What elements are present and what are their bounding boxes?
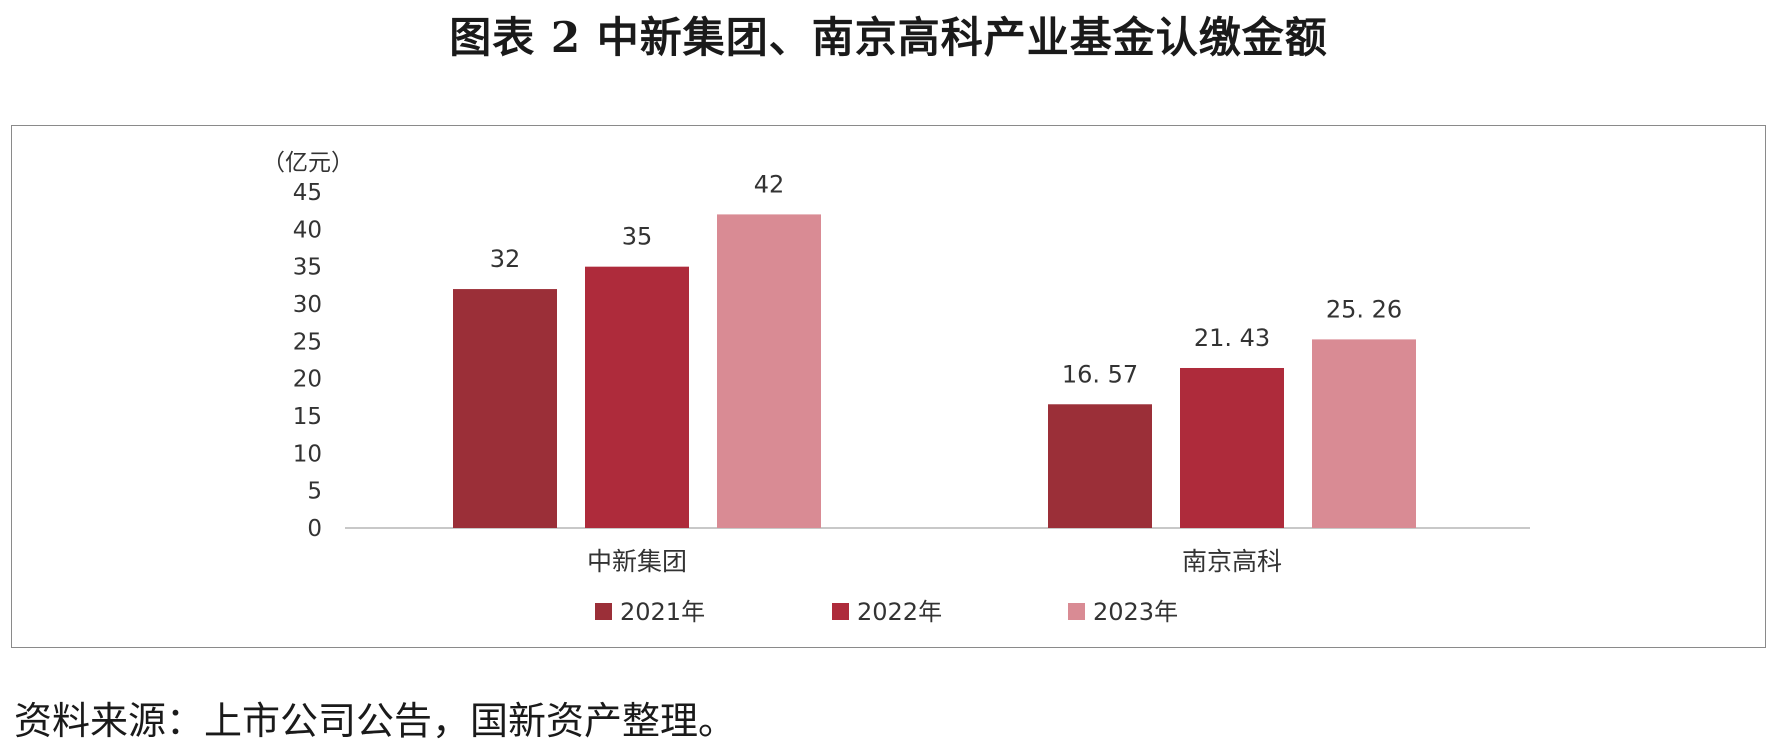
bar-1-3 <box>717 214 821 528</box>
legend-swatch <box>1068 603 1085 620</box>
legend-label: 2021年 <box>620 598 705 626</box>
chart-title: 图表 2 中新集团、南京高科产业基金认缴金额 <box>449 13 1328 62</box>
data-label: 42 <box>754 170 785 198</box>
y-tick-label: 20 <box>293 367 322 393</box>
bar-2-2 <box>1180 367 1284 528</box>
legend-swatch <box>595 603 612 620</box>
x-category-label: 中新集团 <box>587 547 687 576</box>
source-note: 资料来源：上市公司公告，国新资产整理。 <box>14 699 737 743</box>
data-label: 25. 26 <box>1326 295 1402 323</box>
legend-swatch <box>832 603 849 620</box>
bar-1-2 <box>585 266 689 528</box>
y-tick-label: 35 <box>293 255 322 281</box>
y-axis-unit-label: （亿元） <box>262 150 354 176</box>
legend-label: 2023年 <box>1093 598 1178 626</box>
y-tick-label: 10 <box>293 441 322 467</box>
bar-1-1 <box>453 289 557 528</box>
legend-label: 2022年 <box>857 598 942 626</box>
chart-frame <box>11 125 1766 648</box>
data-label: 16. 57 <box>1062 360 1138 388</box>
data-label: 32 <box>490 245 521 273</box>
data-label: 21. 43 <box>1194 324 1270 352</box>
y-tick-label: 25 <box>293 329 322 355</box>
bar-2-1 <box>1048 404 1152 528</box>
data-label: 35 <box>622 223 653 251</box>
y-tick-label: 30 <box>293 292 322 318</box>
y-tick-label: 45 <box>293 180 322 206</box>
bar-2-3 <box>1312 339 1416 528</box>
y-tick-label: 0 <box>307 516 322 542</box>
y-tick-label: 40 <box>293 217 322 243</box>
y-tick-label: 15 <box>293 404 322 430</box>
x-category-label: 南京高科 <box>1182 547 1282 576</box>
y-tick-label: 5 <box>307 479 322 505</box>
